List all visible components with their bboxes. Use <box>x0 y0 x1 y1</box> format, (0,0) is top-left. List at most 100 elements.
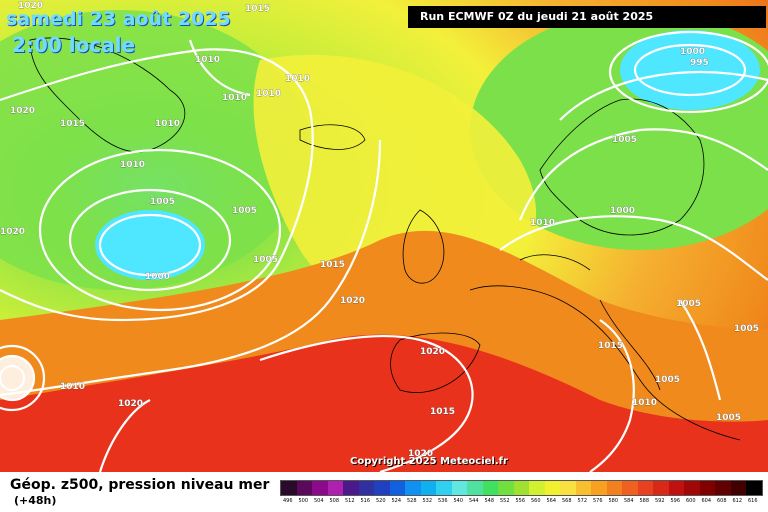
scale-swatch <box>498 481 514 495</box>
scale-value: 512 <box>344 498 355 504</box>
isobar-label: 1010 <box>155 119 180 129</box>
scale-value: 560 <box>530 498 541 504</box>
red-zone <box>0 334 768 472</box>
scale-swatch <box>327 481 343 495</box>
isobar-label: 1000 <box>680 47 705 57</box>
isobar-label: 1005 <box>676 299 701 309</box>
scale-value: 508 <box>329 498 340 504</box>
isobar-label: 1005 <box>253 255 278 265</box>
scale-value: 536 <box>437 498 448 504</box>
scale-value: 568 <box>561 498 572 504</box>
isobar-label: 1015 <box>60 119 85 129</box>
scale-value: 616 <box>747 498 758 504</box>
scale-value: 524 <box>391 498 402 504</box>
scale-value: 564 <box>546 498 557 504</box>
color-scale <box>280 480 763 496</box>
scale-swatch <box>668 481 684 495</box>
scale-swatch <box>296 481 312 495</box>
scale-swatch <box>436 481 452 495</box>
map-title: Géop. z500, pression niveau mer <box>10 477 270 493</box>
atlantic-low-core <box>95 210 205 280</box>
isobar-label: 1020 <box>118 399 143 409</box>
scale-value: 528 <box>406 498 417 504</box>
isobar-label: 1020 <box>420 347 445 357</box>
scale-value: 516 <box>360 498 371 504</box>
isobar-label: 1005 <box>716 413 741 423</box>
isobars <box>0 30 768 472</box>
isobar-label: 1005 <box>232 206 257 216</box>
scale-swatch <box>405 481 421 495</box>
isobar-label: 1000 <box>610 206 635 216</box>
scale-value: 612 <box>732 498 743 504</box>
isobar-label: 1020 <box>408 449 433 459</box>
scale-value: 540 <box>453 498 464 504</box>
isobar-label: 1010 <box>632 398 657 408</box>
scale-swatch <box>513 481 529 495</box>
isobar-label: 995 <box>690 58 709 68</box>
scale-swatch <box>699 481 715 495</box>
isobar-label: 1020 <box>18 1 43 11</box>
scale-swatch <box>544 481 560 495</box>
scale-value: 552 <box>499 498 510 504</box>
scale-swatch <box>684 481 700 495</box>
isobar-label: 1005 <box>150 197 175 207</box>
isobar-label: 1005 <box>612 135 637 145</box>
scale-swatch <box>358 481 374 495</box>
scale-value: 496 <box>282 498 293 504</box>
isobar-label: 1010 <box>60 382 85 392</box>
isobar-label: 1015 <box>430 407 455 417</box>
coastlines <box>29 37 741 441</box>
forecast-time: 2:00 locale <box>12 33 136 57</box>
copyright-notice: Copyright 2025 Meteociel.fr <box>350 456 508 467</box>
isobar-label: 1020 <box>10 106 35 116</box>
scale-swatch <box>560 481 576 495</box>
isobar-label: 1010 <box>530 218 555 228</box>
weather-map: 1020 1015 1010 1010 1010 1010 1015 1010 … <box>0 0 768 472</box>
scale-value: 580 <box>608 498 619 504</box>
scale-swatch <box>622 481 638 495</box>
scale-value: 588 <box>639 498 650 504</box>
isobar-label: 1000 <box>145 272 170 282</box>
isobar-label: 1010 <box>256 89 281 99</box>
scale-value: 584 <box>623 498 634 504</box>
scale-value: 576 <box>592 498 603 504</box>
scale-swatch <box>312 481 328 495</box>
isobar-label: 1015 <box>598 341 623 351</box>
isobar-label: 1020 <box>0 227 25 237</box>
scale-swatch <box>606 481 622 495</box>
scale-swatch <box>482 481 498 495</box>
scale-value: 548 <box>484 498 495 504</box>
scale-value: 520 <box>375 498 386 504</box>
isobar-label: 1010 <box>222 93 247 103</box>
scale-value: 604 <box>701 498 712 504</box>
scale-swatch <box>730 481 746 495</box>
forecast-lead: (+48h) <box>14 494 57 507</box>
scale-swatch <box>374 481 390 495</box>
scale-swatch <box>343 481 359 495</box>
scale-value: 596 <box>670 498 681 504</box>
scale-value: 556 <box>515 498 526 504</box>
isobar-labels: 1020 1015 1010 1010 1010 1010 1015 1010 … <box>0 1 759 459</box>
scale-swatch <box>281 481 297 495</box>
isobar-label: 1020 <box>340 296 365 306</box>
scale-swatch <box>467 481 483 495</box>
scale-swatch <box>746 481 762 495</box>
scale-value: 500 <box>298 498 309 504</box>
scale-swatch <box>653 481 669 495</box>
scale-swatch <box>575 481 591 495</box>
forecast-date: samedi 23 août 2025 <box>6 8 231 30</box>
isobar-label: 1005 <box>655 375 680 385</box>
scale-swatch <box>715 481 731 495</box>
isobar-label: 1010 <box>195 55 220 65</box>
scale-swatch <box>529 481 545 495</box>
scale-swatch <box>591 481 607 495</box>
scale-value: 504 <box>313 498 324 504</box>
isobar-label: 1010 <box>285 74 310 84</box>
scale-value: 532 <box>422 498 433 504</box>
scale-value: 608 <box>716 498 727 504</box>
isobar-label: 1015 <box>320 260 345 270</box>
scale-swatch <box>637 481 653 495</box>
scale-value: 592 <box>654 498 665 504</box>
scandinavia-low-core <box>620 30 760 110</box>
scale-value: 572 <box>577 498 588 504</box>
